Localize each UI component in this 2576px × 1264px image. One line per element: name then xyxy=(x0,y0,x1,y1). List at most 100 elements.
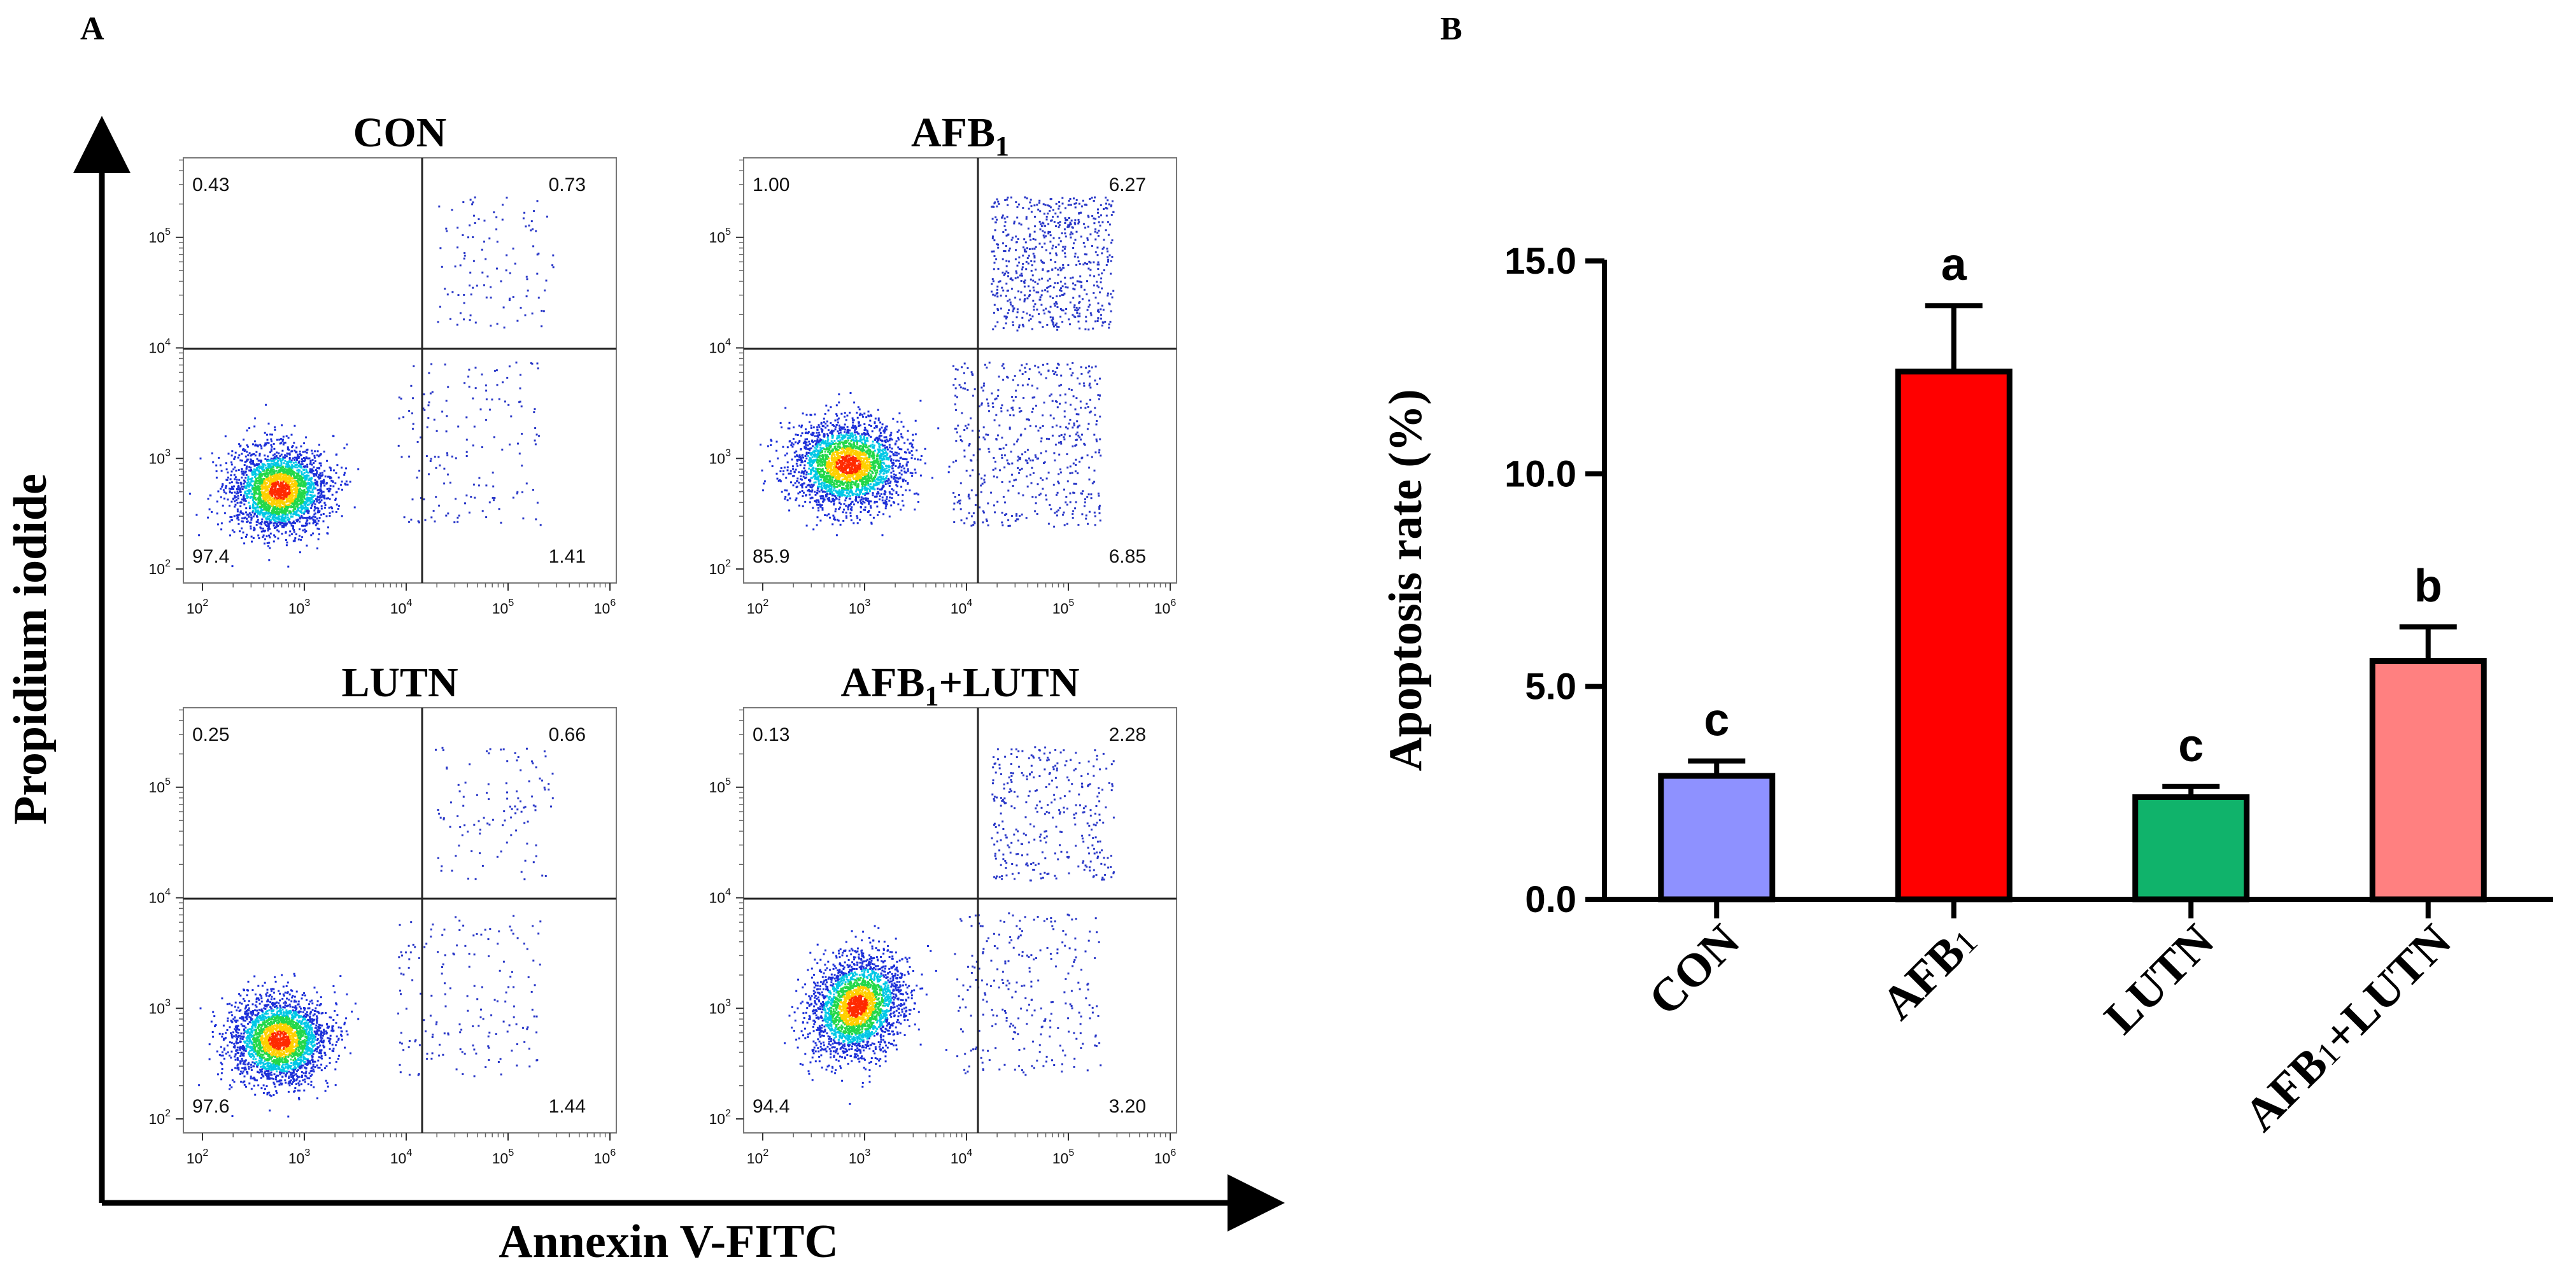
flow-cell-dot xyxy=(842,451,845,453)
flow-cell-dot xyxy=(863,472,866,474)
flow-cell-dot xyxy=(290,493,292,496)
flow-cell-dot xyxy=(227,471,229,474)
flow-cell-dot xyxy=(229,516,232,518)
flow-cell-dot xyxy=(844,469,846,472)
flow-cell-dot xyxy=(313,484,315,486)
flow-cell-dot xyxy=(276,520,278,523)
flow-cell-dot xyxy=(295,519,298,521)
flow-cell-dot xyxy=(868,463,871,465)
flow-cell-dot xyxy=(867,488,869,490)
flow-cell-dot xyxy=(312,500,315,502)
flow-cell-dot xyxy=(234,466,236,468)
flow-cell-dot xyxy=(877,514,879,516)
flow-cell-dot xyxy=(230,481,233,484)
flow-cell-dot xyxy=(894,454,896,456)
flow-cell-dot xyxy=(472,236,474,239)
flow-cell-dot xyxy=(895,451,898,454)
flow-cell-dot xyxy=(262,468,264,471)
flow-cell-dot xyxy=(254,444,257,446)
flow-cell-dot xyxy=(235,496,237,498)
flow-cell-dot xyxy=(891,451,893,453)
flow-cell-dot xyxy=(879,455,881,458)
flow-cell-dot xyxy=(290,450,293,453)
flow-cell-dot xyxy=(437,456,440,458)
flow-cell-dot xyxy=(281,424,283,426)
flow-cell-dot xyxy=(305,436,308,439)
flow-cell-dot xyxy=(468,511,471,514)
flow-cell-dot xyxy=(253,500,255,503)
flow-cell-dot xyxy=(313,502,315,504)
flow-cell-dot xyxy=(278,491,280,494)
flow-cell-dot xyxy=(326,532,329,535)
flow-cell-dot xyxy=(853,453,856,456)
flow-cell-dot xyxy=(288,491,290,494)
flow-cell-dot xyxy=(843,426,846,429)
flow-cell-dot xyxy=(805,457,808,460)
flow-cell-dot xyxy=(874,418,877,420)
flow-cell-dot xyxy=(320,491,323,493)
flow-cell-dot xyxy=(306,523,308,525)
flow-cell-dot xyxy=(271,446,273,448)
flow-cell-dot xyxy=(302,491,305,494)
flow-cell-dot xyxy=(876,462,879,465)
flow-cell-dot xyxy=(298,500,301,502)
flow-cell-dot xyxy=(301,506,303,509)
flow-cell-dot xyxy=(886,446,888,449)
flow-cell-dot xyxy=(855,496,858,498)
flow-cell-dot xyxy=(257,479,260,482)
flow-cell-dot xyxy=(195,514,198,516)
flow-cell-dot xyxy=(881,465,883,467)
flow-cell-dot xyxy=(858,440,860,442)
flow-cell-dot xyxy=(268,492,271,495)
flow-cell-dot xyxy=(828,488,831,491)
flow-cell-dot xyxy=(824,460,826,461)
flow-cell-dot xyxy=(867,511,869,514)
flow-cell-dot xyxy=(795,462,798,465)
flow-cell-dot xyxy=(544,289,546,291)
flow-cell-dot xyxy=(280,485,281,488)
flow-cell-dot xyxy=(255,511,258,514)
tick-exponent: 6 xyxy=(610,598,616,608)
flow-cell-dot xyxy=(786,489,788,492)
flow-cell-dot xyxy=(845,419,847,421)
flow-cell-dot xyxy=(272,522,275,524)
flow-cell-dot xyxy=(244,455,247,458)
flow-cell-dot xyxy=(826,454,828,456)
flow-cell-dot xyxy=(244,491,246,494)
flow-cell-dot xyxy=(816,478,818,481)
flow-cell-dot xyxy=(291,464,294,467)
flow-cell-dot xyxy=(286,509,288,512)
flow-cell-dot xyxy=(863,486,866,488)
flow-cell-dot xyxy=(877,419,880,421)
flow-cell-dot xyxy=(250,454,252,457)
flow-cell-dot xyxy=(278,517,280,519)
flow-cell-dot xyxy=(239,488,242,491)
flow-cell-dot xyxy=(294,510,296,513)
flow-cell-dot xyxy=(854,468,856,471)
flow-cell-dot xyxy=(798,454,801,456)
flow-cell-dot xyxy=(490,286,492,288)
flow-cell-dot xyxy=(863,435,865,438)
flow-cell-dot xyxy=(882,455,884,458)
flow-cell-dot xyxy=(314,507,316,510)
flow-cell-dot xyxy=(857,488,860,490)
flow-cell-dot xyxy=(827,451,830,453)
flow-cell-dot xyxy=(843,447,846,449)
flow-cell-dot xyxy=(315,524,317,526)
flow-cell-dot xyxy=(880,435,882,437)
flow-cell-dot xyxy=(851,448,853,451)
flow-cell-dot xyxy=(428,473,430,475)
flow-cell-dot xyxy=(886,467,888,470)
flow-cell-dot xyxy=(820,486,823,488)
flow-cell-dot xyxy=(433,418,435,421)
flow-cell-dot xyxy=(278,499,280,502)
flow-cell-dot xyxy=(346,483,349,486)
flow-cell-dot xyxy=(243,470,245,473)
flow-cell-dot xyxy=(852,419,854,421)
flow-cell-dot xyxy=(891,467,894,470)
flow-cell-dot xyxy=(246,521,248,523)
flow-cell-dot xyxy=(856,468,859,470)
flow-cell-dot xyxy=(516,492,518,495)
flow-cell-dot xyxy=(886,439,888,441)
